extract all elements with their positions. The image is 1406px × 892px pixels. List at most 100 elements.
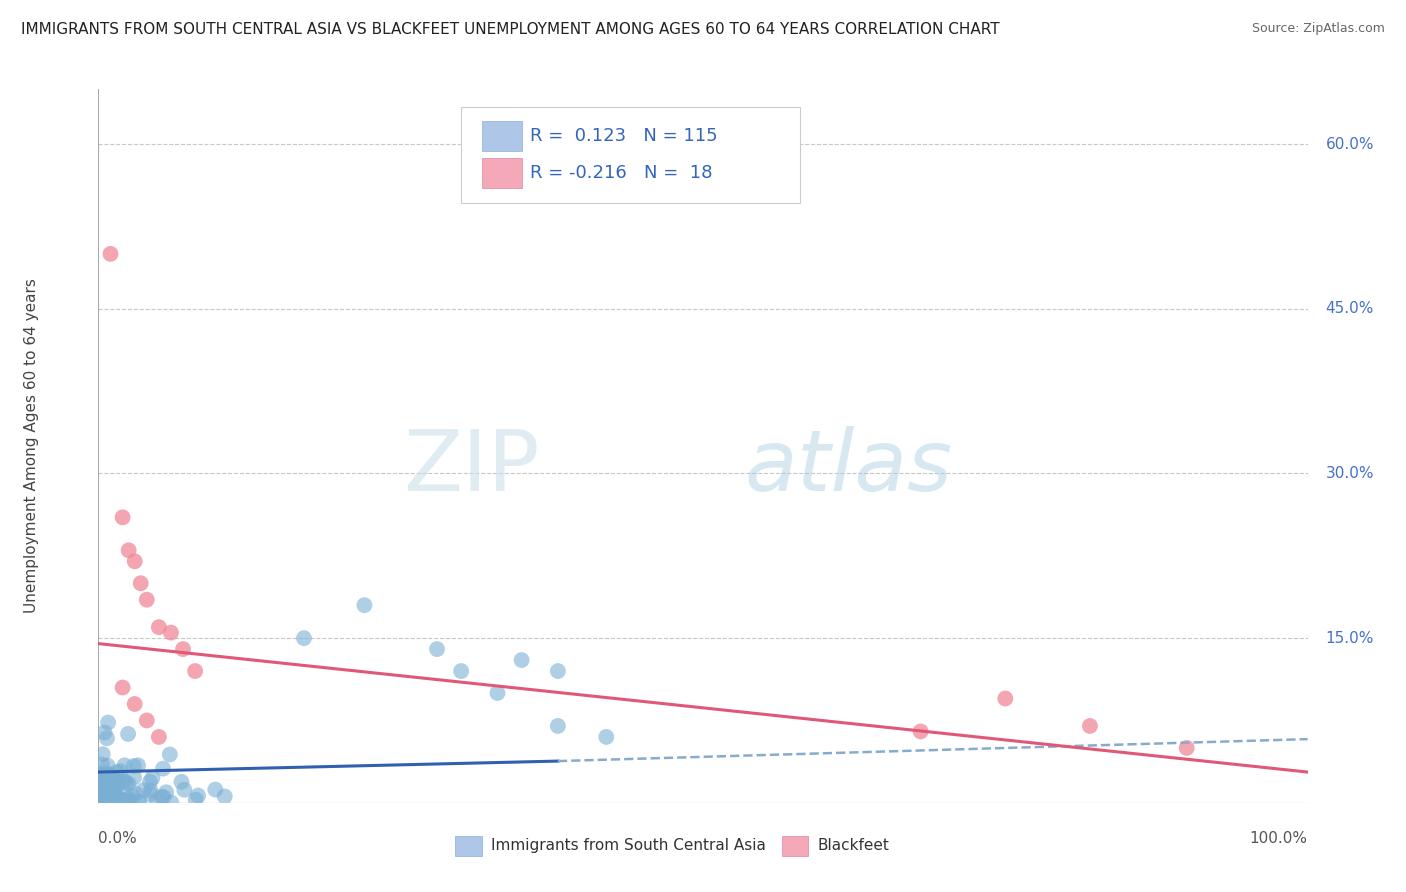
- Point: [292, 631, 315, 645]
- Text: Blackfeet: Blackfeet: [818, 838, 890, 853]
- Point: [107, 774, 129, 789]
- Point: [103, 788, 125, 802]
- Point: [97, 784, 120, 798]
- Point: [101, 789, 124, 803]
- Point: [132, 783, 155, 797]
- Point: [111, 681, 134, 695]
- Point: [173, 782, 195, 797]
- Point: [120, 794, 142, 808]
- Point: [139, 787, 162, 801]
- Text: 100.0%: 100.0%: [1250, 831, 1308, 847]
- Point: [1175, 740, 1198, 755]
- Point: [89, 767, 111, 781]
- Point: [124, 697, 146, 711]
- Point: [96, 731, 118, 746]
- Text: Source: ZipAtlas.com: Source: ZipAtlas.com: [1251, 22, 1385, 36]
- Point: [93, 795, 115, 809]
- Point: [98, 786, 121, 800]
- Bar: [782, 837, 808, 856]
- Point: [148, 620, 170, 634]
- Point: [87, 781, 110, 796]
- Point: [122, 771, 145, 785]
- Point: [104, 786, 127, 800]
- Point: [353, 598, 375, 612]
- Point: [104, 781, 127, 796]
- Point: [595, 730, 617, 744]
- Point: [184, 793, 207, 807]
- Point: [160, 625, 183, 640]
- Point: [115, 795, 138, 809]
- Point: [93, 788, 115, 802]
- Point: [91, 757, 114, 772]
- Point: [89, 795, 111, 809]
- Point: [124, 554, 146, 568]
- Point: [93, 773, 115, 788]
- Point: [97, 715, 120, 730]
- Point: [91, 747, 114, 761]
- Point: [94, 767, 117, 781]
- Point: [111, 510, 134, 524]
- Point: [101, 795, 124, 809]
- Point: [103, 793, 125, 807]
- Point: [1078, 719, 1101, 733]
- Point: [110, 764, 132, 779]
- Point: [127, 758, 149, 772]
- Point: [170, 774, 193, 789]
- Point: [98, 788, 121, 802]
- Point: [103, 780, 125, 795]
- Text: R = -0.216   N =  18: R = -0.216 N = 18: [530, 164, 713, 182]
- Point: [155, 785, 177, 799]
- Text: IMMIGRANTS FROM SOUTH CENTRAL ASIA VS BLACKFEET UNEMPLOYMENT AMONG AGES 60 TO 64: IMMIGRANTS FROM SOUTH CENTRAL ASIA VS BL…: [21, 22, 1000, 37]
- Point: [159, 747, 181, 762]
- Point: [145, 794, 167, 808]
- Point: [547, 664, 569, 678]
- Point: [139, 774, 162, 789]
- Point: [97, 772, 120, 787]
- Point: [96, 792, 118, 806]
- Point: [148, 730, 170, 744]
- Point: [141, 771, 163, 785]
- Point: [450, 664, 472, 678]
- Point: [100, 788, 122, 802]
- Point: [97, 785, 120, 799]
- Point: [89, 776, 111, 790]
- Point: [97, 795, 120, 809]
- Point: [89, 793, 111, 807]
- Point: [118, 543, 141, 558]
- Point: [101, 783, 124, 797]
- Point: [89, 780, 111, 794]
- Point: [160, 796, 183, 810]
- Point: [94, 791, 117, 805]
- Bar: [456, 837, 482, 856]
- Point: [426, 642, 449, 657]
- Point: [94, 794, 117, 808]
- Point: [100, 779, 122, 793]
- Point: [114, 758, 136, 772]
- Point: [172, 642, 194, 657]
- Point: [96, 780, 118, 794]
- Point: [87, 779, 110, 793]
- Text: 30.0%: 30.0%: [1326, 466, 1374, 481]
- Point: [112, 774, 135, 789]
- Text: 15.0%: 15.0%: [1326, 631, 1374, 646]
- Point: [100, 247, 122, 261]
- Text: atlas: atlas: [744, 425, 952, 509]
- Point: [87, 784, 110, 798]
- Point: [97, 758, 120, 772]
- Point: [97, 775, 120, 789]
- Point: [117, 727, 139, 741]
- Point: [120, 789, 142, 803]
- Point: [486, 686, 509, 700]
- Point: [112, 793, 135, 807]
- Text: 0.0%: 0.0%: [98, 831, 138, 847]
- Point: [214, 789, 236, 804]
- Point: [101, 790, 124, 805]
- Point: [994, 691, 1017, 706]
- Point: [114, 793, 136, 807]
- Point: [124, 787, 146, 801]
- Point: [117, 791, 139, 805]
- Point: [96, 766, 118, 780]
- Point: [96, 791, 118, 805]
- Point: [103, 787, 125, 801]
- Point: [101, 789, 124, 803]
